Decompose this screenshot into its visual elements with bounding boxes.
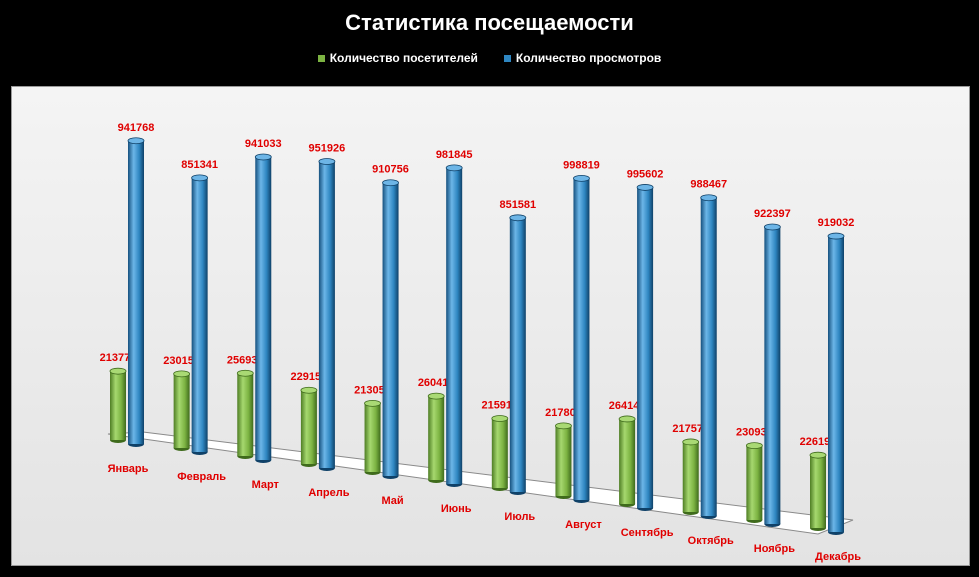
category-label-5: Июнь xyxy=(441,503,472,515)
data-label-views-6: 851581 xyxy=(499,199,536,211)
bar-visitors-7 xyxy=(555,422,572,499)
legend-item-views: Количество просмотров xyxy=(503,51,662,65)
data-label-views-3: 951926 xyxy=(309,142,346,154)
data-label-visitors-3: 229153 xyxy=(291,371,328,383)
category-label-11: Декабрь xyxy=(815,551,861,563)
data-label-views-11: 919032 xyxy=(818,217,855,229)
legend: Количество посетителей Количество просмо… xyxy=(0,51,979,65)
bar-visitors-0 xyxy=(109,367,127,443)
data-label-visitors-1: 230151 xyxy=(163,355,200,367)
bar-visitors-9 xyxy=(682,438,700,515)
bar-visitors-3 xyxy=(300,386,318,467)
legend-item-visitors: Количество посетителей xyxy=(317,51,478,65)
bar-views-4 xyxy=(382,179,399,479)
bar-views-1 xyxy=(191,174,209,455)
bar-views-5 xyxy=(445,164,463,487)
data-label-visitors-4: 213050 xyxy=(354,384,391,396)
bar-visitors-6 xyxy=(491,415,509,491)
data-label-visitors-10: 230936 xyxy=(736,427,773,439)
bar-views-8 xyxy=(636,184,654,511)
data-label-visitors-2: 256930 xyxy=(227,354,264,366)
category-label-10: Ноябрь xyxy=(754,543,795,555)
data-label-visitors-8: 264148 xyxy=(609,400,646,412)
bar-views-9 xyxy=(700,194,718,519)
category-label-6: Июль xyxy=(504,511,535,523)
bar-views-3 xyxy=(318,158,336,471)
bar-visitors-1 xyxy=(173,370,191,451)
legend-label-visitors: Количество посетителей xyxy=(329,51,478,65)
bar-views-11 xyxy=(827,232,845,535)
bar-views-10 xyxy=(763,223,781,527)
bar-visitors-8 xyxy=(618,415,636,507)
bar-views-7 xyxy=(573,174,590,503)
category-label-9: Октябрь xyxy=(688,535,734,547)
data-label-views-2: 941033 xyxy=(245,138,282,150)
bar-visitors-5 xyxy=(427,392,445,483)
data-label-views-10: 922397 xyxy=(754,208,791,220)
category-label-0: Январь xyxy=(108,463,149,475)
data-label-views-9: 988467 xyxy=(690,179,727,191)
data-label-views-4: 910756 xyxy=(372,164,409,176)
data-label-visitors-7: 217804 xyxy=(545,407,583,419)
category-label-2: Март xyxy=(252,479,280,491)
bar-visitors-4 xyxy=(364,399,381,475)
category-label-7: Август xyxy=(565,519,602,531)
data-label-visitors-9: 217574 xyxy=(672,423,710,435)
data-label-views-5: 981845 xyxy=(436,149,473,161)
data-label-views-8: 995602 xyxy=(627,168,664,180)
data-label-visitors-11: 226193 xyxy=(800,436,837,448)
chart-floor xyxy=(107,431,854,535)
data-label-views-0: 941768 xyxy=(118,122,155,134)
legend-swatch-views xyxy=(503,54,511,62)
data-label-visitors-6: 215914 xyxy=(481,399,519,411)
data-label-views-1: 851341 xyxy=(181,159,218,171)
legend-label-views: Количество просмотров xyxy=(515,51,662,65)
data-label-visitors-0: 213771 xyxy=(100,352,137,364)
category-label-1: Февраль xyxy=(177,471,226,483)
bar-visitors-11 xyxy=(809,451,827,531)
bar-views-6 xyxy=(509,214,527,495)
category-label-3: Апрель xyxy=(308,487,349,499)
data-label-views-7: 998819 xyxy=(563,159,600,171)
chart-title: Статистика посещаемости xyxy=(345,10,634,35)
bar-views-2 xyxy=(254,153,272,463)
bar-views-0 xyxy=(127,137,145,447)
bar-visitors-10 xyxy=(745,442,763,523)
category-label-4: Май xyxy=(381,495,403,507)
floor-shape xyxy=(107,431,854,535)
category-label-8: Сентябрь xyxy=(621,527,674,539)
data-label-visitors-5: 260416 xyxy=(418,377,455,389)
bar-visitors-2 xyxy=(236,369,254,459)
legend-swatch-visitors xyxy=(317,54,325,62)
